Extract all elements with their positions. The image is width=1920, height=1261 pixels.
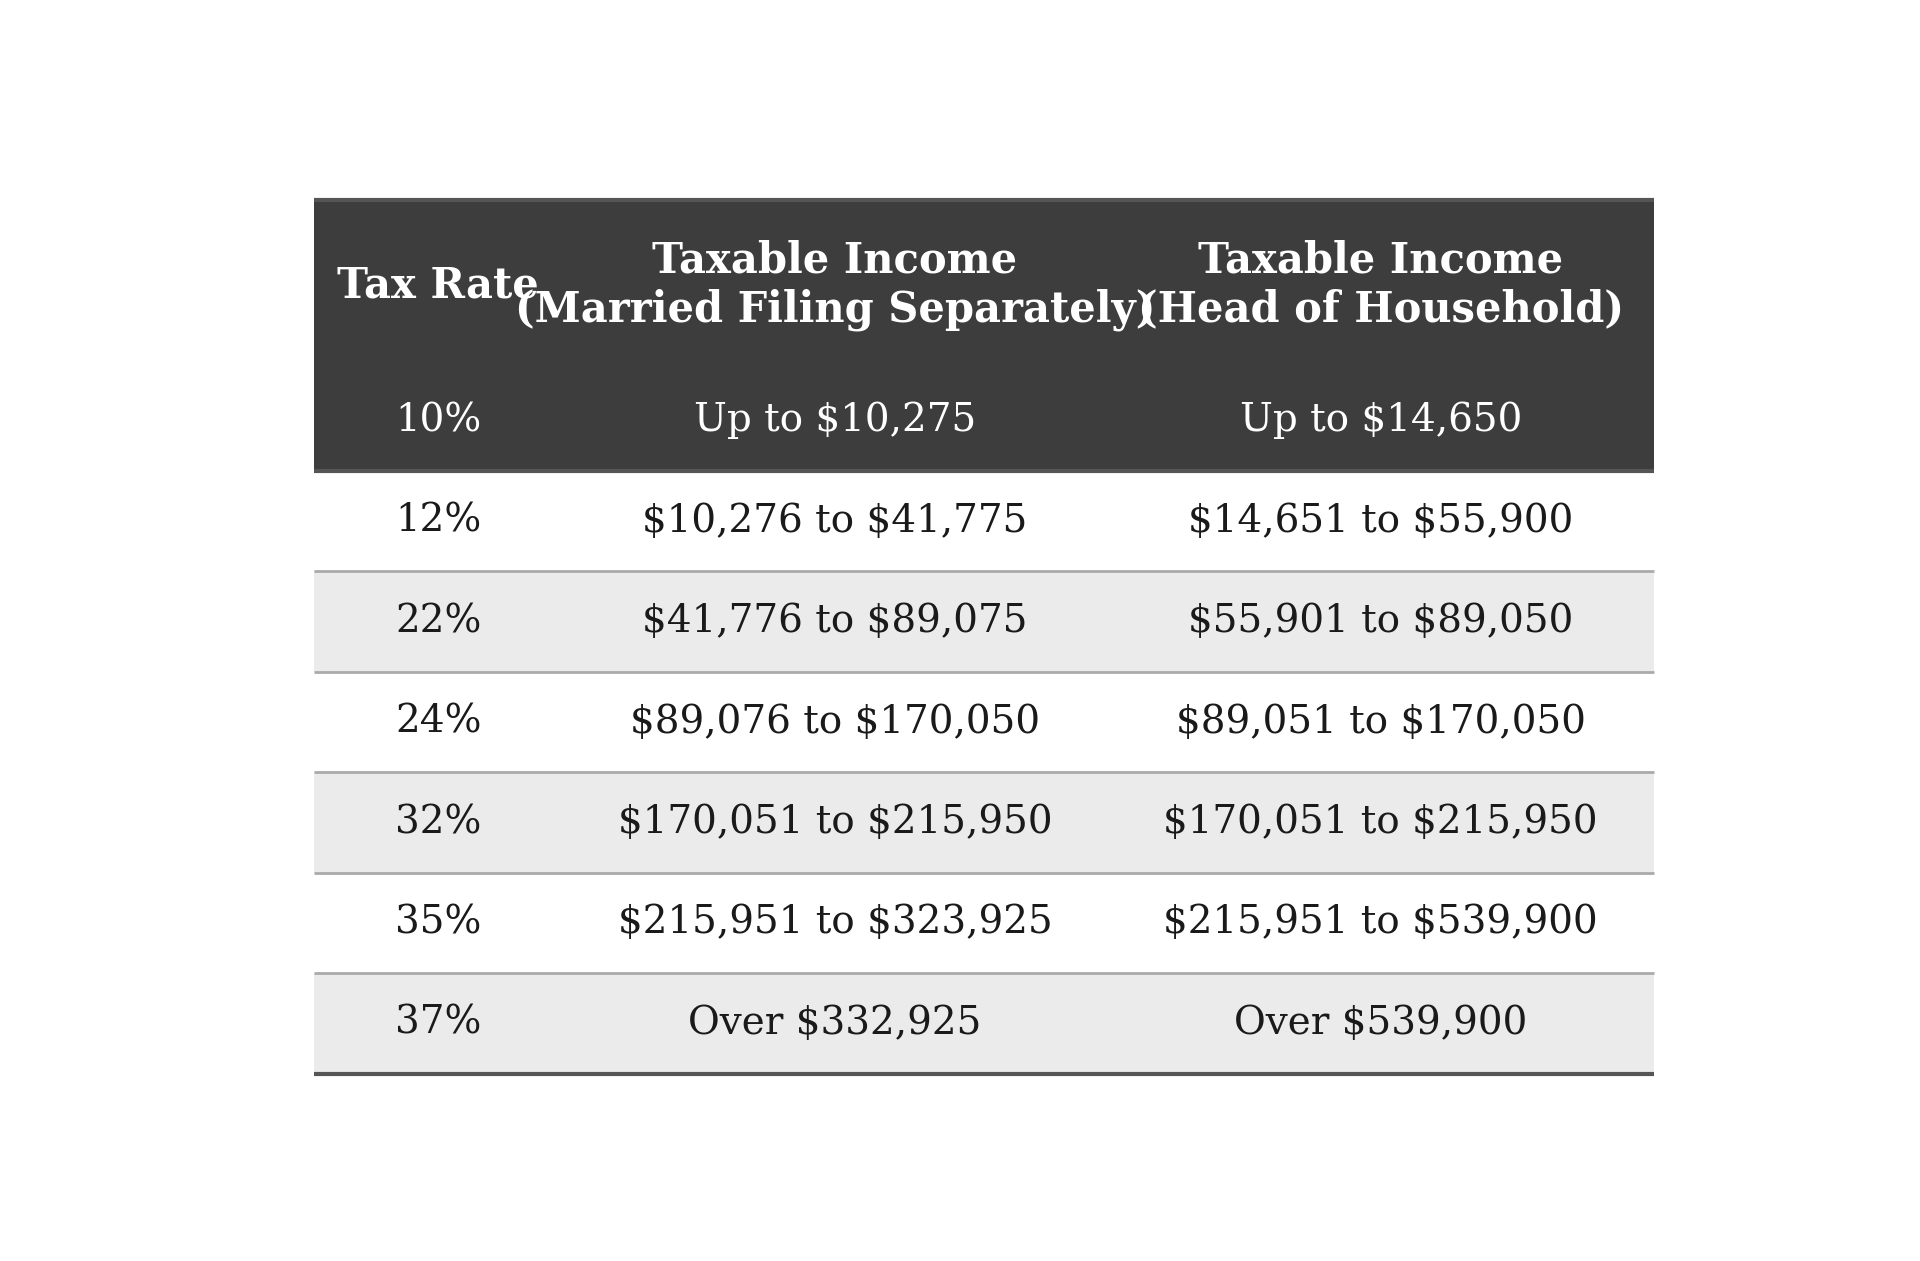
Text: Taxable Income
(Head of Household): Taxable Income (Head of Household) — [1139, 240, 1624, 330]
Text: Up to $14,650: Up to $14,650 — [1240, 402, 1523, 439]
Bar — [315, 200, 1653, 371]
Text: 22%: 22% — [396, 603, 482, 641]
Text: 37%: 37% — [396, 1005, 482, 1042]
Text: 10%: 10% — [396, 402, 482, 439]
Text: $89,051 to $170,050: $89,051 to $170,050 — [1175, 704, 1586, 740]
Bar — [315, 371, 1653, 470]
Text: $10,276 to $41,775: $10,276 to $41,775 — [643, 503, 1027, 540]
Bar — [315, 571, 1653, 672]
Bar — [315, 873, 1653, 973]
Text: Up to $10,275: Up to $10,275 — [693, 402, 975, 439]
Text: $41,776 to $89,075: $41,776 to $89,075 — [643, 603, 1027, 641]
Bar — [315, 973, 1653, 1073]
Text: $215,951 to $539,900: $215,951 to $539,900 — [1164, 904, 1597, 942]
Text: $14,651 to $55,900: $14,651 to $55,900 — [1188, 503, 1572, 540]
Text: $55,901 to $89,050: $55,901 to $89,050 — [1188, 603, 1572, 641]
Text: 24%: 24% — [396, 704, 482, 740]
Text: $215,951 to $323,925: $215,951 to $323,925 — [618, 904, 1052, 942]
Bar — [315, 672, 1653, 772]
Text: 32%: 32% — [396, 805, 482, 841]
Text: $170,051 to $215,950: $170,051 to $215,950 — [1164, 805, 1597, 841]
Bar — [315, 772, 1653, 873]
Text: Over $539,900: Over $539,900 — [1235, 1005, 1528, 1042]
Text: Over $332,925: Over $332,925 — [689, 1005, 981, 1042]
Text: Tax Rate: Tax Rate — [338, 264, 540, 306]
Text: $170,051 to $215,950: $170,051 to $215,950 — [618, 805, 1052, 841]
Text: 35%: 35% — [396, 904, 482, 942]
Text: 12%: 12% — [396, 503, 482, 540]
Bar — [315, 470, 1653, 571]
Text: Taxable Income
(Married Filing Separately): Taxable Income (Married Filing Separatel… — [515, 240, 1156, 330]
Text: $89,076 to $170,050: $89,076 to $170,050 — [630, 704, 1041, 740]
